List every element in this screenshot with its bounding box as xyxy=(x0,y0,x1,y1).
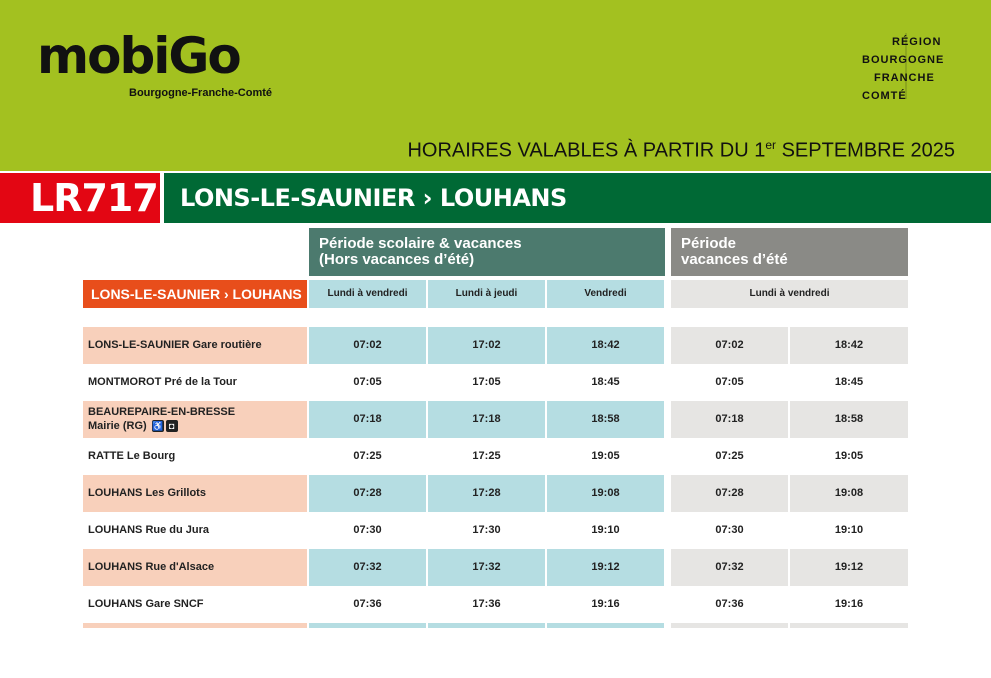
time-cell: 17:25 xyxy=(472,450,501,462)
bus-icon: ◘ xyxy=(165,420,178,433)
day-header: Lundi à vendredi xyxy=(309,280,426,308)
time-cell: 19:08 xyxy=(790,475,908,512)
stop-name: MONTMOROT Pré de la Tour xyxy=(88,376,237,388)
time-cell: 19:10 xyxy=(834,524,864,536)
period-school-header: Période scolaire & vacances (Hors vacanc… xyxy=(309,228,665,276)
time-cell: 07:25 xyxy=(353,450,382,462)
period-summer-label: Période vacances d’été xyxy=(681,235,788,268)
time-cell: 18:45 xyxy=(591,376,620,388)
period-school-label: Période scolaire & vacances (Hors vacanc… xyxy=(319,235,522,268)
time-cell: 17:05 xyxy=(472,376,501,388)
stop-name: LONS-LE-SAUNIER Gare routière xyxy=(83,327,307,364)
time-cell: 07:05 xyxy=(715,376,744,388)
stop-name: BEAUREPAIRE-EN-BRESSE Mairie (RG) ♿ ◘ xyxy=(83,401,307,438)
region-line: COMTÉ xyxy=(862,90,907,102)
time-cell: 19:05 xyxy=(834,450,864,462)
brand-subtitle: Bourgogne-Franche-Comté xyxy=(129,87,272,99)
time-cell: 07:30 xyxy=(353,524,382,536)
region-line: BOURGOGNE xyxy=(862,54,945,66)
time-cell: 18:42 xyxy=(547,327,664,364)
time-cell: 07:30 xyxy=(715,524,744,536)
table-row: MONTMOROT Pré de la Tour 07:05 17:05 18:… xyxy=(83,364,909,401)
time-cell: 07:05 xyxy=(353,376,382,388)
time-cell: 17:28 xyxy=(428,475,545,512)
time-cell: 18:42 xyxy=(790,327,908,364)
time-cell: 19:10 xyxy=(591,524,620,536)
time-cell: 19:05 xyxy=(591,450,620,462)
stop-name-line: BEAUREPAIRE-EN-BRESSE xyxy=(88,406,236,418)
time-cell: 07:28 xyxy=(309,475,426,512)
stop-name: LOUHANS Rue d'Alsace xyxy=(83,549,307,586)
direction-label: LONS-LE-SAUNIER › LOUHANS xyxy=(83,280,307,308)
time-cell: 07:18 xyxy=(671,401,788,438)
time-cell: 17:18 xyxy=(428,401,545,438)
time-cell xyxy=(671,623,788,628)
time-cell: 07:02 xyxy=(309,327,426,364)
time-cell xyxy=(428,623,545,628)
region-line: RÉGION xyxy=(892,36,942,48)
stop-name: LOUHANS Rue du Jura xyxy=(88,524,210,536)
line-code-badge: LR717 xyxy=(0,173,160,223)
stop-name: RATTE Le Bourg xyxy=(88,450,176,462)
day-header: Vendredi xyxy=(547,280,664,308)
time-cell xyxy=(790,623,908,628)
table-row: LOUHANS Rue du Jura 07:30 17:30 19:10 07… xyxy=(83,512,909,549)
table-row: LOUHANS Rue d'Alsace 07:32 17:32 19:12 0… xyxy=(83,549,909,586)
time-cell: 17:30 xyxy=(472,524,501,536)
time-cell: 18:58 xyxy=(547,401,664,438)
stop-name: LOUHANS Les Grillots xyxy=(83,475,307,512)
time-cell: 18:58 xyxy=(790,401,908,438)
time-cell: 07:25 xyxy=(715,450,744,462)
time-cell: 07:32 xyxy=(671,549,788,586)
time-cell: 07:36 xyxy=(715,598,744,610)
region-logo: RÉGION BOURGOGNE FRANCHE COMTÉ xyxy=(862,33,962,105)
time-cell: 17:32 xyxy=(428,549,545,586)
time-cell: 19:16 xyxy=(591,598,620,610)
time-cell: 07:02 xyxy=(671,327,788,364)
time-cell: 19:16 xyxy=(834,598,864,610)
header-band: mobiGo Bourgogne-Franche-Comté RÉGION BO… xyxy=(0,0,991,171)
time-cell: 07:32 xyxy=(309,549,426,586)
stop-name xyxy=(83,623,307,628)
time-cell: 17:36 xyxy=(472,598,501,610)
time-cell: 07:36 xyxy=(353,598,382,610)
time-cell: 18:45 xyxy=(834,376,864,388)
stop-name: LOUHANS Gare SNCF xyxy=(88,598,204,610)
time-cell: 19:12 xyxy=(547,549,664,586)
validity-notice: HORAIRES VALABLES À PARTIR DU 1er SEPTEM… xyxy=(407,138,955,162)
day-header: Lundi à vendredi xyxy=(671,280,908,308)
table-row-cutoff xyxy=(83,623,909,628)
table-row: LONS-LE-SAUNIER Gare routière 07:02 17:0… xyxy=(83,327,909,364)
time-cell: 07:18 xyxy=(309,401,426,438)
line-route-title: LONS-LE-SAUNIER › LOUHANS xyxy=(164,173,991,223)
day-header: Lundi à jeudi xyxy=(428,280,545,308)
period-summer-header: Période vacances d’été xyxy=(671,228,908,276)
region-logo-bar xyxy=(905,33,907,99)
table-row: BEAUREPAIRE-EN-BRESSE Mairie (RG) ♿ ◘ 07:… xyxy=(83,401,909,438)
time-cell: 19:08 xyxy=(547,475,664,512)
mobigo-logo: mobiGo xyxy=(37,27,242,85)
time-cell: 17:02 xyxy=(428,327,545,364)
stop-name-line: Mairie (RG) ♿ ◘ xyxy=(88,419,307,433)
table-row: LOUHANS Les Grillots 07:28 17:28 19:08 0… xyxy=(83,475,909,512)
region-line: FRANCHE xyxy=(874,72,935,84)
time-cell: 19:12 xyxy=(790,549,908,586)
table-row: RATTE Le Bourg 07:25 17:25 19:05 07:25 1… xyxy=(83,438,909,475)
table-row: LOUHANS Gare SNCF 07:36 17:36 19:16 07:3… xyxy=(83,586,909,623)
time-cell: 07:28 xyxy=(671,475,788,512)
wheelchair-icon: ♿ xyxy=(151,420,164,433)
time-cell xyxy=(547,623,664,628)
time-cell xyxy=(309,623,426,628)
